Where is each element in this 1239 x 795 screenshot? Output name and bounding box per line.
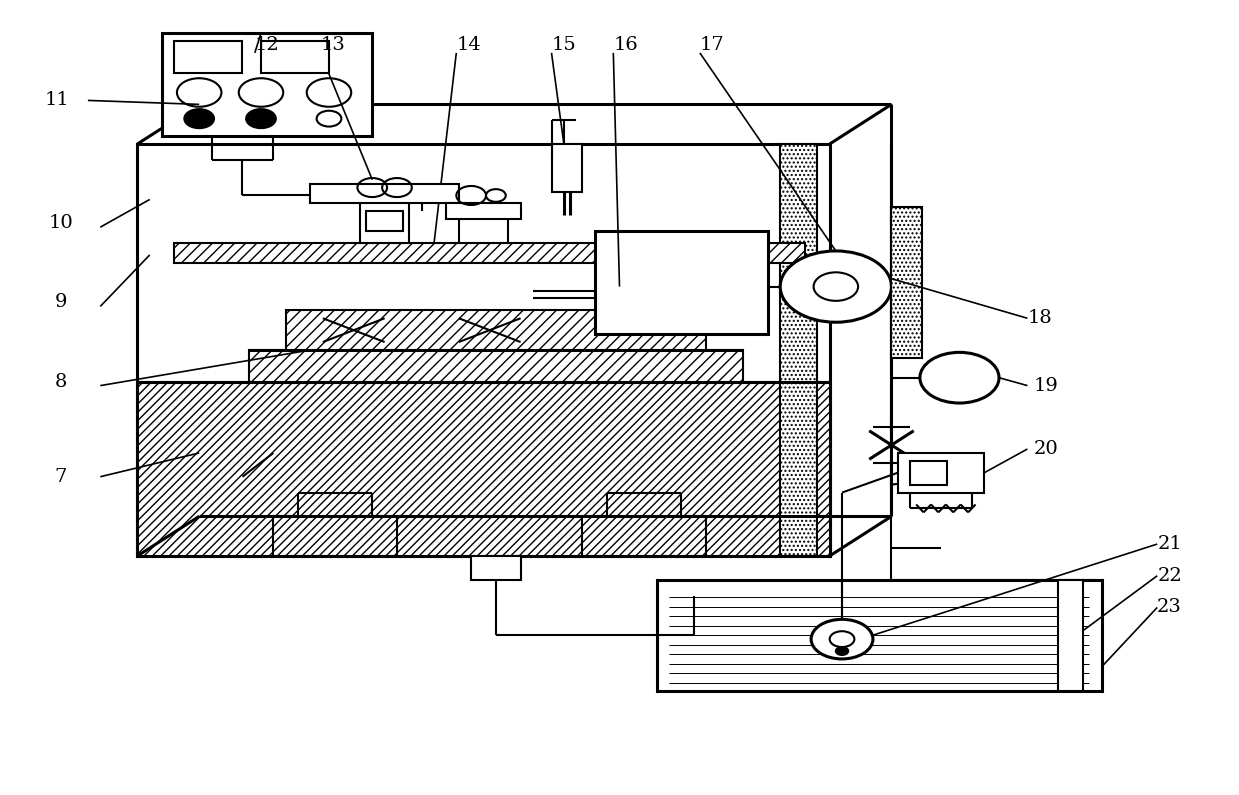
Text: 8: 8 [55, 373, 67, 390]
Circle shape [185, 109, 214, 128]
Bar [595, 231, 768, 334]
Bar [551, 144, 582, 192]
Text: 10: 10 [48, 214, 73, 232]
Bar [311, 184, 458, 204]
Text: 15: 15 [551, 36, 576, 54]
Text: 21: 21 [1157, 535, 1182, 553]
Circle shape [247, 109, 276, 128]
Text: 12: 12 [255, 36, 280, 54]
Bar [446, 204, 520, 219]
Text: 13: 13 [320, 36, 346, 54]
Bar [909, 461, 947, 485]
Bar [175, 243, 805, 263]
Text: 23: 23 [1157, 599, 1182, 616]
Text: 7: 7 [55, 467, 67, 486]
Bar [138, 382, 830, 556]
Bar [471, 556, 520, 580]
Text: 20: 20 [1033, 440, 1058, 458]
Circle shape [781, 251, 892, 322]
Bar [261, 41, 330, 72]
Text: 18: 18 [1027, 309, 1052, 328]
Circle shape [814, 273, 859, 301]
Text: 11: 11 [45, 91, 69, 110]
Text: 19: 19 [1033, 377, 1058, 394]
Circle shape [836, 647, 849, 655]
Circle shape [919, 352, 999, 403]
Circle shape [812, 619, 873, 659]
Circle shape [830, 631, 855, 647]
Text: 14: 14 [456, 36, 481, 54]
Text: 9: 9 [55, 293, 67, 312]
Bar [162, 33, 372, 136]
Bar [897, 453, 984, 493]
Text: 16: 16 [613, 36, 638, 54]
Bar [892, 207, 922, 358]
Bar [249, 350, 743, 382]
Bar [366, 211, 403, 231]
Bar [175, 41, 243, 72]
Text: 22: 22 [1157, 567, 1182, 585]
Bar [359, 196, 409, 243]
Bar [657, 580, 1101, 691]
Bar [286, 310, 706, 350]
Bar [781, 144, 818, 556]
Bar [138, 144, 830, 556]
Bar [1058, 580, 1083, 691]
Bar [458, 211, 508, 243]
Text: 17: 17 [700, 36, 725, 54]
